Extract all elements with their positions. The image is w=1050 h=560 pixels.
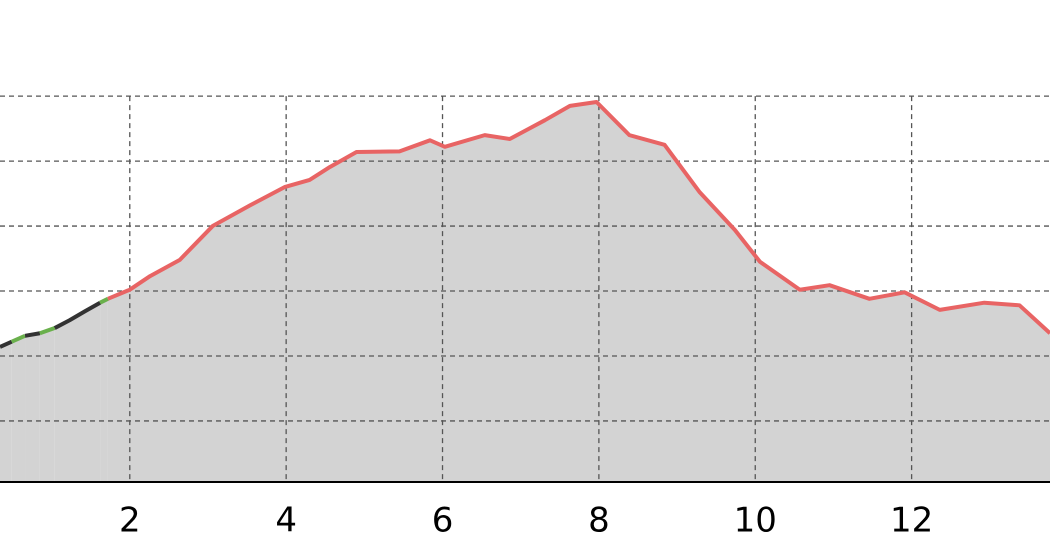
elevation-area: [39, 328, 55, 482]
elevation-area: [107, 101, 1050, 482]
elevation-line: [107, 99, 1050, 335]
elevation-area: [25, 333, 40, 482]
elevation-line: [53, 300, 102, 330]
x-tick-label: 10: [734, 501, 777, 541]
elevation-area: [100, 298, 108, 482]
elevation-line: [24, 331, 41, 338]
elevation-line: [99, 297, 109, 305]
x-tick-label: 12: [890, 501, 933, 541]
elevation-line: [39, 326, 56, 336]
x-tick-label: 6: [432, 501, 454, 541]
elevation-area: [0, 341, 12, 482]
x-tick-label: 2: [119, 501, 141, 541]
elevation-area: [54, 302, 101, 482]
x-tick-label: 4: [275, 501, 297, 541]
elevation-line: [10, 334, 26, 344]
x-tick-label: 8: [588, 501, 610, 541]
elevation-area: [11, 335, 26, 482]
elevation-line: [0, 339, 13, 349]
